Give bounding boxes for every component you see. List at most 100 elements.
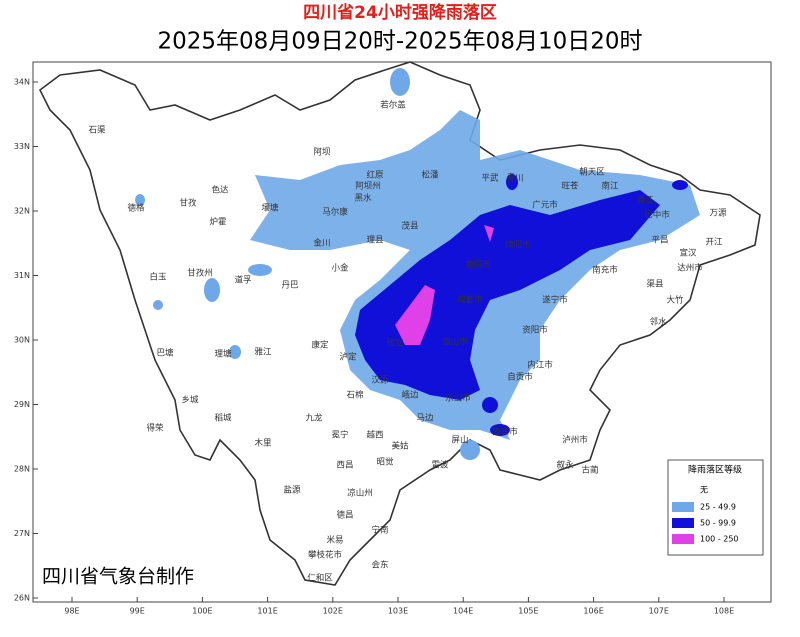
- place-label: 德格: [127, 203, 145, 214]
- place-label: 金川: [313, 238, 330, 249]
- place-label: 宜宾市: [492, 427, 518, 438]
- rain-patch: [460, 440, 480, 460]
- credit-bg: [38, 563, 206, 591]
- lon-label: 102E: [323, 607, 343, 616]
- rain-patch: [153, 300, 163, 310]
- lon-label: 107E: [649, 607, 669, 616]
- lon-label: 105E: [518, 607, 538, 616]
- rain-patch: [390, 68, 410, 96]
- place-label: 遂宁市: [542, 295, 568, 306]
- place-label: 冕宁: [331, 430, 348, 441]
- place-label: 甘孜州: [187, 268, 213, 279]
- lat-label: 29N: [14, 400, 30, 409]
- lon-label: 99E: [130, 607, 145, 616]
- place-label: 绵阳市: [505, 240, 531, 251]
- place-label: 自贡市: [507, 372, 533, 383]
- lat-label: 33N: [14, 142, 30, 151]
- place-label: 资阳市: [522, 325, 548, 336]
- lat-label: 28N: [14, 465, 30, 474]
- place-label: 攀枝花市: [308, 550, 343, 561]
- place-label: 甘孜: [179, 198, 197, 209]
- place-label: 德昌: [336, 510, 353, 521]
- place-label: 松潘: [421, 170, 439, 181]
- rain-patch: [248, 264, 272, 276]
- place-label: 叙永: [556, 460, 574, 471]
- credit: 四川省气象台制作: [42, 566, 194, 588]
- place-label: 大竹: [666, 295, 684, 306]
- place-label: 眉山市: [442, 337, 468, 348]
- place-label: 汉源: [371, 376, 389, 386]
- place-label: 万源: [709, 209, 727, 219]
- place-label: 石渠: [88, 125, 106, 136]
- place-label: 康定: [311, 340, 329, 351]
- subtitle: 2025年08月09日20时-2025年08月10日20时: [158, 29, 643, 55]
- place-label: 南充市: [592, 265, 618, 276]
- legend: 降雨落区等级 无 25 - 49.9 50 - 99.9 100 - 250: [667, 459, 764, 556]
- place-label: 仁和区: [307, 573, 333, 584]
- place-label: 宁南: [371, 525, 388, 536]
- place-label: 阿坝: [313, 148, 331, 158]
- legend-item: 无: [700, 486, 708, 495]
- place-label: 马尔康: [322, 207, 348, 218]
- place-label: 古蔺: [581, 465, 599, 476]
- place-label: 乐山市: [445, 393, 471, 404]
- rain-area-extreme: [395, 225, 494, 345]
- lon-label: 104E: [453, 607, 473, 616]
- place-label: 通江: [636, 195, 654, 206]
- legend-swatch: [672, 518, 694, 528]
- lat-label: 34N: [14, 78, 30, 87]
- rain-patch: [229, 345, 241, 359]
- place-label: 小金: [331, 263, 349, 274]
- place-label: 茂县: [401, 221, 419, 232]
- legend-item: 25 - 49.9: [700, 503, 736, 512]
- place-label: 米易: [326, 535, 343, 546]
- place-label: 平武: [481, 173, 499, 184]
- place-label: 凉山州: [347, 488, 373, 499]
- rain-patches: [135, 68, 480, 460]
- place-label: 雅安: [386, 338, 403, 349]
- place-label: 木里: [254, 438, 272, 449]
- place-label: 阿坝州: [355, 182, 381, 192]
- place-label: 平昌: [651, 236, 668, 246]
- rain-area-heavy: [355, 190, 660, 400]
- place-label: 炉霍: [209, 217, 226, 228]
- lat-label: 31N: [14, 271, 30, 280]
- place-label: 马边: [416, 413, 434, 424]
- place-label: 得荣: [146, 423, 164, 434]
- place-label: 雅江: [254, 347, 272, 358]
- legend-item: 50 - 99.9: [700, 519, 736, 528]
- place-label: 南江: [601, 181, 619, 192]
- place-label: 峨边: [401, 390, 419, 401]
- place-label: 青川: [506, 173, 523, 184]
- place-label: 广元市: [532, 200, 558, 211]
- heavy-patches: [482, 174, 688, 436]
- lat-label: 27N: [14, 529, 30, 538]
- place-label: 旺苍: [561, 181, 579, 192]
- place-label: 宣汉: [679, 248, 697, 259]
- rain-patch: [135, 194, 145, 206]
- rain-patch: [490, 424, 510, 436]
- place-label: 石棉: [346, 390, 363, 401]
- place-label: 泸定: [339, 352, 357, 363]
- place-label: 道孚: [234, 275, 252, 286]
- place-label: 丹巴: [281, 281, 299, 291]
- place-label: 九龙: [305, 413, 323, 424]
- lon-label: 108E: [714, 607, 734, 616]
- place-label: 理塘: [214, 349, 232, 360]
- place-label: 巴塘: [156, 348, 174, 359]
- rain-patch: [672, 180, 688, 190]
- place-label: 理县: [366, 236, 384, 246]
- rain-patch: [204, 278, 220, 302]
- rain-patch: [506, 174, 518, 190]
- place-label: 白玉: [149, 272, 167, 283]
- place-label: 屏山: [451, 435, 468, 446]
- place-label: 巴中市: [644, 210, 670, 221]
- lat-label: 32N: [14, 207, 30, 216]
- place-label: 朝天区: [579, 168, 605, 178]
- place-label: 渠县: [646, 279, 664, 290]
- place-label: 成都市: [457, 295, 483, 306]
- place-label: 若尔盖: [380, 100, 406, 111]
- place-label: 内江市: [527, 360, 553, 371]
